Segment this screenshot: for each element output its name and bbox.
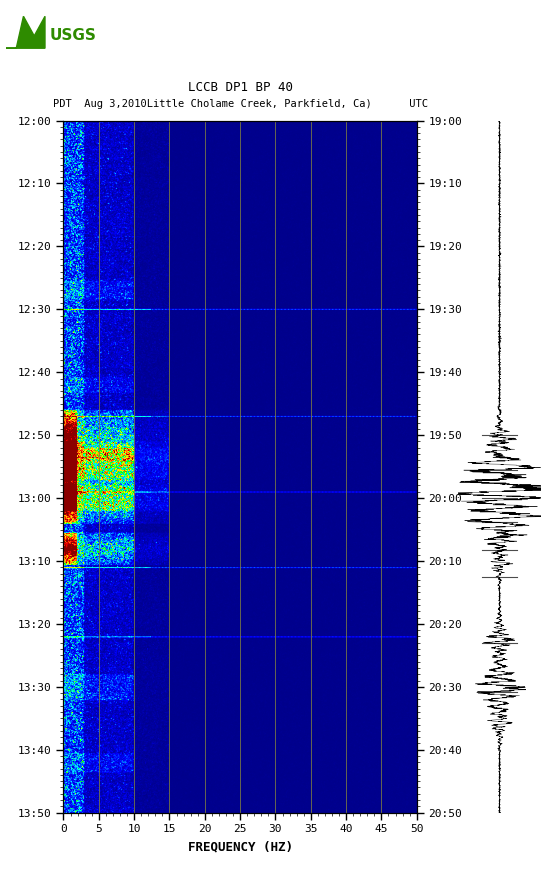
Polygon shape	[6, 16, 45, 48]
X-axis label: FREQUENCY (HZ): FREQUENCY (HZ)	[188, 840, 293, 853]
Text: PDT  Aug 3,2010Little Cholame Creek, Parkfield, Ca)      UTC: PDT Aug 3,2010Little Cholame Creek, Park…	[52, 99, 428, 109]
Text: USGS: USGS	[50, 29, 97, 44]
Text: LCCB DP1 BP 40: LCCB DP1 BP 40	[188, 80, 293, 94]
